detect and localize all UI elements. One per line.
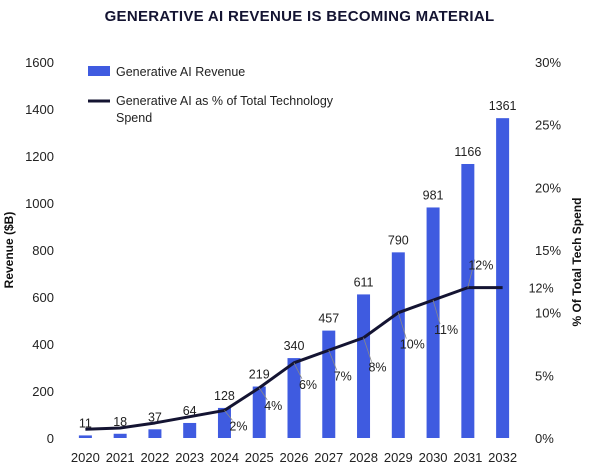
y-right-tick-label: 5%	[535, 368, 554, 383]
y-left-tick-label: 1400	[25, 102, 54, 117]
x-tick-label: 2031	[453, 450, 482, 465]
y-right-tick-label: 30%	[535, 55, 561, 70]
bar-value-label: 981	[423, 188, 444, 202]
x-tick-label: 2032	[488, 450, 517, 465]
y-left-tick-label: 200	[32, 384, 54, 399]
line-value-label: 4%	[264, 399, 282, 413]
x-tick-label: 2023	[175, 450, 204, 465]
line-value-label: 12%	[468, 259, 493, 273]
y-left-tick-label: 600	[32, 290, 54, 305]
line-value-label: 11%	[434, 323, 458, 337]
y-left-tick-label: 1000	[25, 196, 54, 211]
x-tick-label: 2030	[419, 450, 448, 465]
x-tick-label: 2020	[71, 450, 100, 465]
legend-line-label-1: Generative AI as % of Total Technology	[116, 94, 334, 108]
bar	[496, 118, 509, 438]
legend-bar-swatch	[88, 66, 110, 76]
line-value-label: 10%	[400, 338, 425, 352]
bar-value-label: 1361	[489, 99, 517, 113]
bar	[183, 423, 196, 438]
line-value-label: 8%	[368, 361, 386, 375]
line-value-label: 6%	[299, 378, 317, 392]
y-left-tick-label: 400	[32, 337, 54, 352]
y-left-tick-label: 800	[32, 243, 54, 258]
y-right-tick-label: 10%	[535, 306, 561, 321]
bar-value-label: 219	[249, 368, 270, 382]
bar	[461, 164, 474, 438]
bar-value-label: 340	[284, 339, 305, 353]
bar-value-label: 790	[388, 233, 409, 247]
x-tick-label: 2022	[140, 450, 169, 465]
y-right-tick-label: 0%	[535, 431, 554, 446]
bar	[79, 435, 92, 438]
y-left-tick-label: 0	[47, 431, 54, 446]
bar-value-label: 128	[214, 389, 235, 403]
y-right-axis-title: % Of Total Tech Spend	[570, 198, 584, 327]
x-tick-label: 2024	[210, 450, 239, 465]
line-value-label: 2%	[229, 419, 247, 433]
y-left-tick-label: 1200	[25, 149, 54, 164]
x-tick-label: 2025	[245, 450, 274, 465]
bar-value-label: 611	[354, 275, 374, 289]
x-tick-label: 2026	[280, 450, 309, 465]
bar	[148, 429, 161, 438]
bar-value-label: 1166	[454, 145, 481, 159]
x-tick-label: 2028	[349, 450, 378, 465]
bar	[114, 434, 127, 438]
line-value-label: 12%	[529, 282, 554, 296]
x-tick-label: 2029	[384, 450, 413, 465]
y-right-tick-label: 25%	[535, 118, 561, 133]
bar	[322, 331, 335, 438]
legend-bar-label: Generative AI Revenue	[116, 65, 245, 79]
line-value-label: 7%	[334, 369, 352, 383]
x-tick-label: 2021	[106, 450, 135, 465]
y-right-tick-label: 15%	[535, 243, 561, 258]
y-left-tick-label: 1600	[25, 55, 54, 70]
legend-line-label-2: Spend	[116, 111, 152, 125]
x-tick-label: 2027	[314, 450, 343, 465]
bar-value-label: 457	[318, 312, 339, 326]
bar	[288, 358, 301, 438]
y-left-axis-title: Revenue ($B)	[2, 212, 16, 289]
y-right-tick-label: 20%	[535, 180, 561, 195]
